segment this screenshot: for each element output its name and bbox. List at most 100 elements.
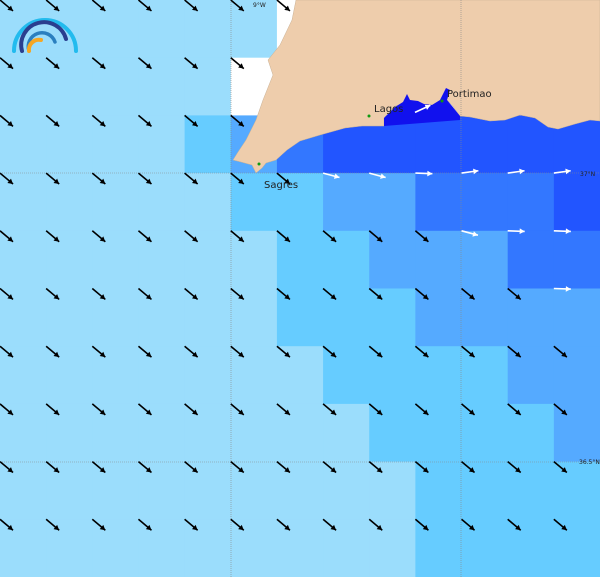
wind-arrow [414,230,429,243]
wind-cell [138,288,186,347]
wind-arrow [91,57,106,70]
wind-cell [184,346,232,405]
wind-arrow [137,518,152,531]
wind-cell [323,288,370,347]
wind-cell [0,346,47,405]
wind-arrow [368,287,383,301]
wind-cell [369,519,416,577]
wind-arrow [91,403,106,416]
wind-arrow [91,287,106,301]
wind-cell [184,461,232,520]
wind-arrow [0,57,14,70]
wind-arrow [553,168,571,175]
wind-arrow [276,403,291,416]
wind-arrow [276,460,291,474]
wind-arrow [184,0,199,12]
wind-cell [276,230,324,289]
wind-arrow [0,172,14,185]
wind-arrow [0,230,14,243]
wind-cell [369,230,416,289]
wind-arrow [414,104,431,114]
wind-arrow [553,228,571,235]
wind-cell [369,461,416,520]
wind-cell [415,346,463,405]
wind-arrow [45,287,60,301]
wind-cell [369,288,416,347]
wind-arrow [507,287,522,301]
wind-arrow [45,172,60,185]
wind-arrow [184,57,199,70]
wind-cell [0,403,47,463]
wind-cell [323,519,370,577]
wind-arrow [0,114,14,127]
wind-cell [0,519,47,577]
wind-cell [138,403,186,463]
wind-cell [184,115,232,174]
wind-cell [461,519,509,577]
wind-cell [553,519,600,577]
wind-cell [369,173,416,232]
city-label-portimao: Portimao [447,89,492,100]
wind-cell [553,230,600,289]
wind-cell [46,519,93,577]
wind-cell [0,57,47,116]
wind-arrow [461,230,479,237]
wind-cell [415,461,463,520]
wind-arrow [369,172,386,179]
city-label-sagres: Sagres [264,180,298,191]
wind-arrow [0,287,14,301]
wind-arrow [91,345,106,358]
wind-cell [276,519,324,577]
wind-cell [138,519,186,577]
wind-arrow [461,460,476,474]
wind-cell [415,173,463,232]
wind-cell [138,0,186,59]
wind-arrow [507,228,525,235]
wind-arrow [45,230,60,243]
wind-arrow [137,57,152,70]
wind-cell [461,288,509,347]
wind-cell [92,346,139,405]
wind-cell [0,230,47,289]
wind-cell [507,230,555,289]
wind-cell [461,173,509,232]
wind-arrow [322,172,340,179]
wind-cell [92,230,139,289]
wind-arrow [184,287,199,301]
wind-cell [461,115,509,174]
wind-arrows [0,0,571,531]
wind-arrow [0,403,14,416]
wind-arrow [230,114,245,127]
wind-arrow [184,518,199,531]
wind-cell [92,403,139,463]
wind-arrow [91,114,106,127]
label-9w: 9°W [253,2,266,9]
wind-cell [507,288,555,347]
wind-arrow [45,57,60,70]
wind-arrow [507,460,522,474]
land-portugal [232,0,600,174]
wind-arrow [368,230,383,243]
wind-cell [415,288,463,347]
wind-cell [461,230,509,289]
wind-arrow [553,460,568,474]
wind-arrow [230,57,245,70]
wind-arrow [276,345,291,358]
wind-cell [230,288,278,347]
wind-arrow [184,460,199,474]
wind-cell [184,288,232,347]
wind-arrow [322,460,337,474]
wind-arrow [137,0,152,12]
wind-cell [92,173,139,232]
wind-cell [369,403,416,463]
wind-arrow [461,287,476,301]
wind-cell [0,461,47,520]
wind-arrow [553,518,568,531]
wind-cell [46,115,93,174]
wind-cell [46,403,93,463]
wind-cell [507,346,555,405]
wind-cell [46,461,93,520]
wind-arrow [230,460,245,474]
